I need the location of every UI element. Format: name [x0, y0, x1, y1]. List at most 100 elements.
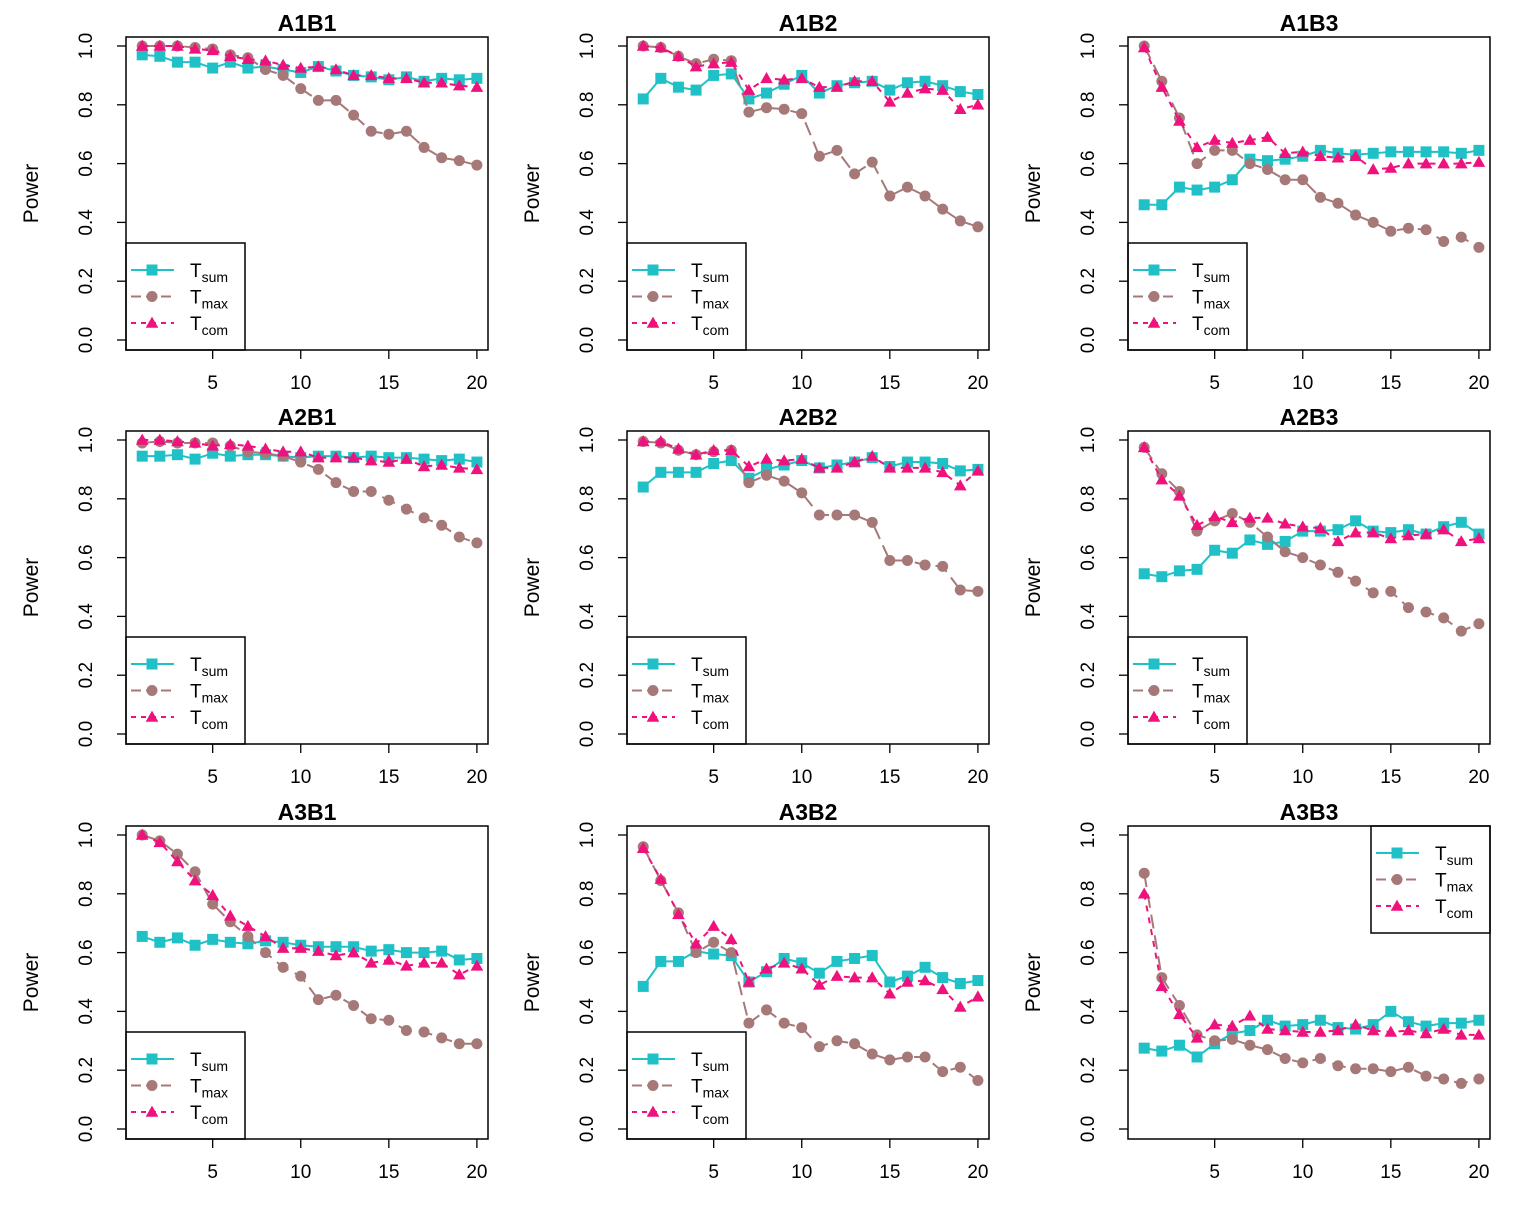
data-point-com	[435, 458, 448, 470]
data-point-com	[1384, 1025, 1398, 1037]
data-point-sum	[171, 56, 183, 68]
y-tick-label: 0.8	[577, 881, 598, 907]
data-point-com	[1190, 1031, 1204, 1043]
data-point-com	[689, 448, 703, 460]
data-point-com	[1225, 136, 1239, 148]
legend-marker-max	[1391, 874, 1403, 885]
data-point-max	[400, 503, 412, 515]
data-point-max	[849, 509, 861, 521]
data-point-sum	[207, 62, 219, 74]
data-point-com	[223, 438, 237, 450]
data-point-com	[259, 442, 272, 454]
data-point-com	[1173, 114, 1186, 126]
legend-label-sum: Tsum	[1192, 655, 1230, 679]
y-tick-label: 0.0	[577, 327, 598, 353]
data-point-com	[259, 54, 272, 66]
data-point-sum	[1279, 153, 1291, 165]
data-point-sum	[1173, 1039, 1185, 1051]
data-point-sum	[919, 961, 931, 973]
panel-a2b1: A2B1 Power 0.0 0.2 0.4 0.6 0.8 1.0 5 10 15 20 Tsum Tm…	[20, 404, 489, 788]
legend-label-sum: Tsum	[691, 261, 729, 285]
data-point-sum	[1173, 181, 1185, 193]
data-point-max	[919, 190, 931, 202]
data-point-com	[364, 454, 378, 466]
legend-marker-sum	[1148, 264, 1160, 276]
y-tick-label: 0.4	[76, 209, 97, 236]
data-point-com	[241, 439, 255, 451]
y-tick-label: 0.0	[577, 1116, 598, 1142]
data-point-com	[1278, 1024, 1292, 1036]
y-tick-label: 0.4	[1078, 209, 1099, 236]
data-point-com	[1190, 141, 1204, 153]
data-point-com	[830, 461, 844, 473]
data-point-sum	[136, 49, 148, 61]
data-point-com	[672, 908, 685, 920]
panel-title: A2B2	[779, 404, 838, 430]
data-point-max	[1297, 552, 1309, 564]
data-point-com	[707, 919, 720, 931]
data-point-com	[1437, 523, 1450, 535]
data-point-com	[1349, 526, 1362, 538]
y-axis-label: Power	[1022, 558, 1045, 618]
data-point-sum	[436, 945, 448, 957]
data-point-com	[188, 874, 202, 886]
data-point-max	[954, 215, 966, 227]
y-tick-label: 0.6	[577, 939, 598, 965]
data-point-sum	[1367, 147, 1379, 159]
data-point-max	[1314, 1052, 1326, 1064]
series-line-com	[142, 45, 477, 89]
data-point-com	[1243, 511, 1257, 523]
data-point-sum	[224, 450, 236, 462]
data-point-com	[1419, 527, 1433, 539]
legend-label-max: Tmax	[691, 682, 729, 706]
x-tick-label: 20	[1468, 1162, 1489, 1183]
data-point-max	[1279, 546, 1291, 558]
data-point-com	[901, 86, 914, 98]
data-point-max	[866, 1048, 878, 1060]
data-point-com	[865, 74, 879, 87]
data-point-sum	[1156, 571, 1168, 583]
data-point-sum	[383, 944, 395, 956]
data-point-com	[329, 451, 343, 463]
data-point-com	[153, 433, 167, 445]
data-point-sum	[136, 450, 148, 462]
legend-marker-sum	[647, 658, 659, 670]
data-point-sum	[1226, 174, 1238, 186]
data-point-max	[778, 1017, 790, 1029]
legend-label-sum: Tsum	[1192, 261, 1230, 285]
data-point-sum	[1473, 144, 1485, 156]
y-tick-label: 0.2	[1078, 1057, 1099, 1083]
data-point-com	[795, 72, 809, 84]
legend-marker-com	[646, 710, 660, 722]
data-point-com	[1296, 1025, 1310, 1037]
legend-marker-max	[647, 291, 659, 302]
legend-box	[1370, 825, 1491, 934]
data-point-max	[330, 477, 342, 489]
x-tick-label: 5	[1209, 767, 1220, 788]
y-tick-label: 0.0	[577, 721, 598, 747]
data-point-max	[1473, 241, 1485, 253]
data-point-com	[364, 956, 378, 968]
data-point-sum	[672, 955, 684, 967]
data-point-com	[1314, 1025, 1327, 1037]
data-point-sum	[1455, 1017, 1467, 1029]
x-tick-label: 10	[1292, 767, 1313, 788]
data-point-com	[742, 83, 756, 95]
data-point-com	[417, 956, 431, 968]
data-point-sum	[189, 56, 201, 68]
data-point-max	[866, 156, 878, 168]
data-point-max	[365, 1013, 377, 1025]
legend-marker-max	[647, 1080, 659, 1091]
y-tick-label: 0.6	[76, 544, 97, 570]
data-point-com	[470, 463, 484, 475]
data-point-sum	[154, 50, 166, 62]
data-point-max	[1367, 1063, 1379, 1075]
data-point-sum	[1438, 146, 1450, 158]
data-point-com	[259, 930, 272, 942]
legend-marker-sum	[1391, 847, 1403, 859]
data-point-com	[1402, 157, 1415, 169]
data-point-com	[435, 956, 448, 968]
data-point-com	[1173, 489, 1186, 501]
legend-label-sum: Tsum	[691, 655, 729, 679]
